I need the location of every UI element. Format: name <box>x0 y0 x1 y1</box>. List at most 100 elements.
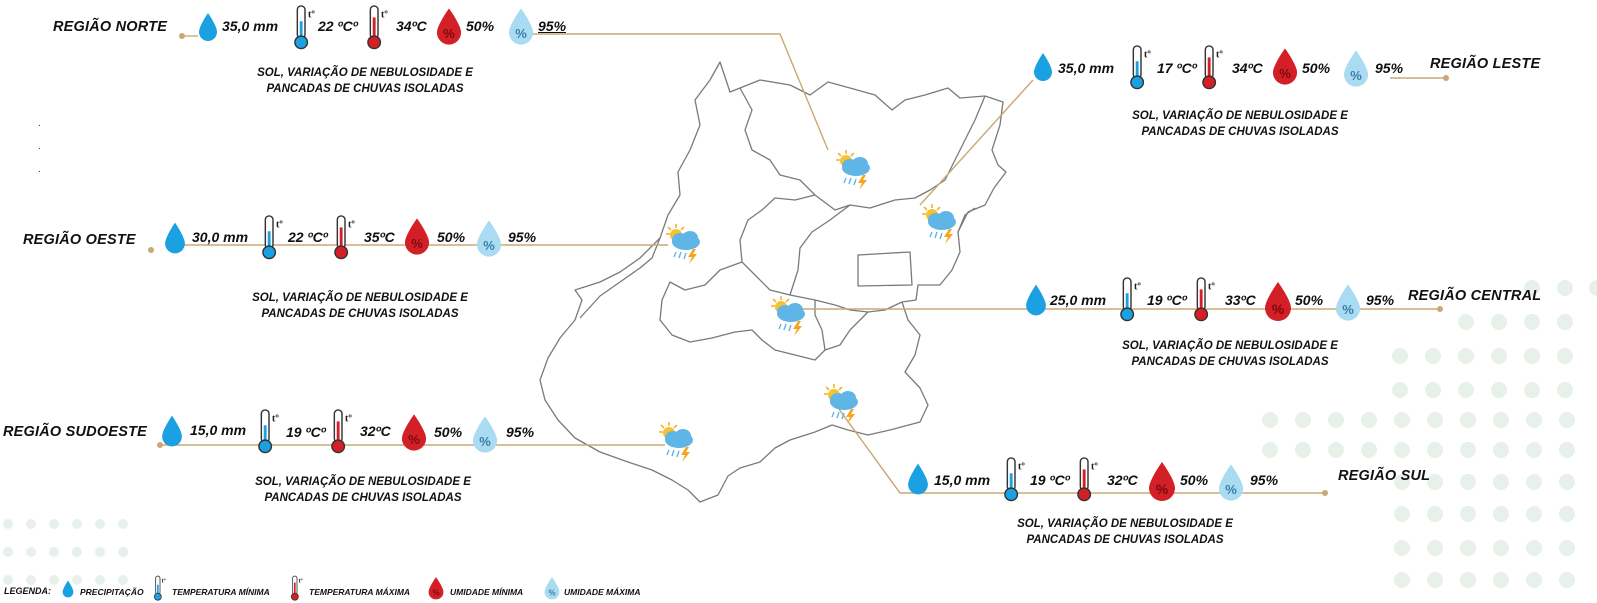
sun-cloud-storm-icon <box>655 420 699 464</box>
legend-tmin: TEMPERATURA MÍNIMA <box>172 587 270 597</box>
decorative-dot <box>1557 382 1573 398</box>
thermometer-max-icon <box>332 214 358 260</box>
decorative-dot <box>1392 348 1408 364</box>
region-central-tmin: 19 ºCº <box>1147 292 1187 308</box>
sun-cloud-storm-icon <box>832 148 876 192</box>
thermometer-max-icon <box>289 575 305 601</box>
region-oeste-precip: 30,0 mm <box>192 229 249 245</box>
humidity-max-icon <box>544 575 560 601</box>
region-border <box>739 194 903 313</box>
decorative-dot <box>49 519 59 529</box>
decorative-dot <box>1460 412 1476 428</box>
region-sul-tmax: 32ºC <box>1107 472 1138 488</box>
thermometer-min-icon <box>1118 276 1144 322</box>
region-central-label: REGIÃO CENTRAL <box>1408 288 1542 304</box>
region-sudoeste-desc: SOL, VARIAÇÃO DE NEBULOSIDADE E PANCADAS … <box>255 476 471 504</box>
raindrop-icon <box>1025 282 1047 318</box>
region-norte-desc: SOL, VARIAÇÃO DE NEBULOSIDADE E PANCADAS … <box>257 67 473 95</box>
decorative-dot <box>1557 280 1573 296</box>
region-border <box>857 251 913 287</box>
thermometer-min-icon <box>260 214 286 260</box>
decorative-dot <box>1328 442 1344 458</box>
region-sudoeste-label: REGIÃO SUDOESTE <box>3 424 147 440</box>
decorative-dot <box>1460 540 1476 556</box>
region-norte-umax: 95% <box>538 18 567 34</box>
decorative-dot <box>1493 506 1509 522</box>
decorative-dot <box>1524 280 1540 296</box>
region-leste-label: REGIÃO LESTE <box>1430 56 1541 72</box>
decorative-dot <box>1524 348 1540 364</box>
decorative-dot <box>26 547 36 557</box>
region-sudoeste-tmax: 32ºC <box>360 423 391 439</box>
decorative-dot <box>1526 442 1542 458</box>
decorative-dot <box>1427 474 1443 490</box>
sun-cloud-storm-icon <box>662 222 706 266</box>
decorative-dot <box>1526 506 1542 522</box>
region-sul-label: REGIÃO SUL <box>1338 468 1431 484</box>
thermometer-min-icon <box>152 575 168 601</box>
decorative-dot <box>1491 382 1507 398</box>
decorative-dot <box>49 547 59 557</box>
thermometer-min-icon <box>1002 456 1028 502</box>
decorative-dot <box>1394 572 1410 588</box>
state-outline <box>539 61 1007 503</box>
region-border <box>659 261 826 361</box>
decorative-dot <box>1559 506 1575 522</box>
thermometer-max-icon <box>365 4 391 50</box>
decorative-dot <box>1262 442 1278 458</box>
decorative-dot <box>95 519 105 529</box>
raindrop-icon <box>907 460 929 498</box>
raindrop-icon <box>62 579 74 599</box>
decorative-dot <box>1460 474 1476 490</box>
decorative-dot <box>26 575 36 585</box>
decorative-dot <box>1394 540 1410 556</box>
decorative-dot <box>1394 442 1410 458</box>
region-central-precip: 25,0 mm <box>1050 292 1107 308</box>
humidity-min-icon <box>401 410 427 454</box>
region-sudoeste-precip: 15,0 mm <box>190 422 247 438</box>
humidity-min-icon <box>1272 44 1298 88</box>
region-norte-label: REGIÃO NORTE <box>53 19 168 35</box>
legend-umin: UMIDADE MÍNIMA <box>450 587 524 597</box>
decorative-dot <box>1493 412 1509 428</box>
decorative-dot <box>1526 572 1542 588</box>
region-norte-tmin: 22 ºCº <box>318 18 358 34</box>
humidity-min-icon <box>404 214 430 258</box>
decorative-dot <box>1493 540 1509 556</box>
thermometer-max-icon <box>329 408 355 454</box>
decorative-dot <box>3 575 13 585</box>
decorative-dot <box>1394 506 1410 522</box>
decorative-dot <box>118 519 128 529</box>
humidity-max-icon <box>472 412 498 456</box>
region-sul-desc: SOL, VARIAÇÃO DE NEBULOSIDADE E PANCADAS … <box>1017 518 1233 546</box>
decorative-dot <box>1589 280 1597 296</box>
decorative-dot <box>1427 572 1443 588</box>
region-central-desc: SOL, VARIAÇÃO DE NEBULOSIDADE E PANCADAS … <box>1122 340 1338 368</box>
decorative-dot <box>95 547 105 557</box>
region-sul-precip: 15,0 mm <box>934 472 991 488</box>
region-oeste-umin: 50% <box>437 229 466 245</box>
sun-cloud-storm-icon <box>918 202 962 246</box>
region-border <box>789 204 851 296</box>
legend-precip: PRECIPITAÇÃO <box>80 587 144 597</box>
region-leste-tmax: 34ºC <box>1232 60 1263 76</box>
decorative-dot <box>1559 540 1575 556</box>
decorative-dot <box>1458 382 1474 398</box>
region-sul-umax: 95% <box>1250 472 1279 488</box>
region-leste-umax: 95% <box>1375 60 1404 76</box>
region-sudoeste-tmin: 19 ºCº <box>286 424 326 440</box>
decorative-dot <box>118 575 128 585</box>
decorative-dot <box>1460 442 1476 458</box>
decorative-dot <box>3 519 13 529</box>
decorative-dot <box>1425 382 1441 398</box>
decorative-dot <box>1425 348 1441 364</box>
thermometer-max-icon <box>1200 44 1226 90</box>
thermometer-max-icon <box>1192 276 1218 322</box>
decorative-dot <box>1295 412 1311 428</box>
sun-cloud-storm-icon <box>820 382 864 426</box>
decorative-dot <box>1460 506 1476 522</box>
region-oeste-umax: 95% <box>508 229 537 245</box>
region-border <box>824 311 869 351</box>
decorative-dot <box>49 575 59 585</box>
